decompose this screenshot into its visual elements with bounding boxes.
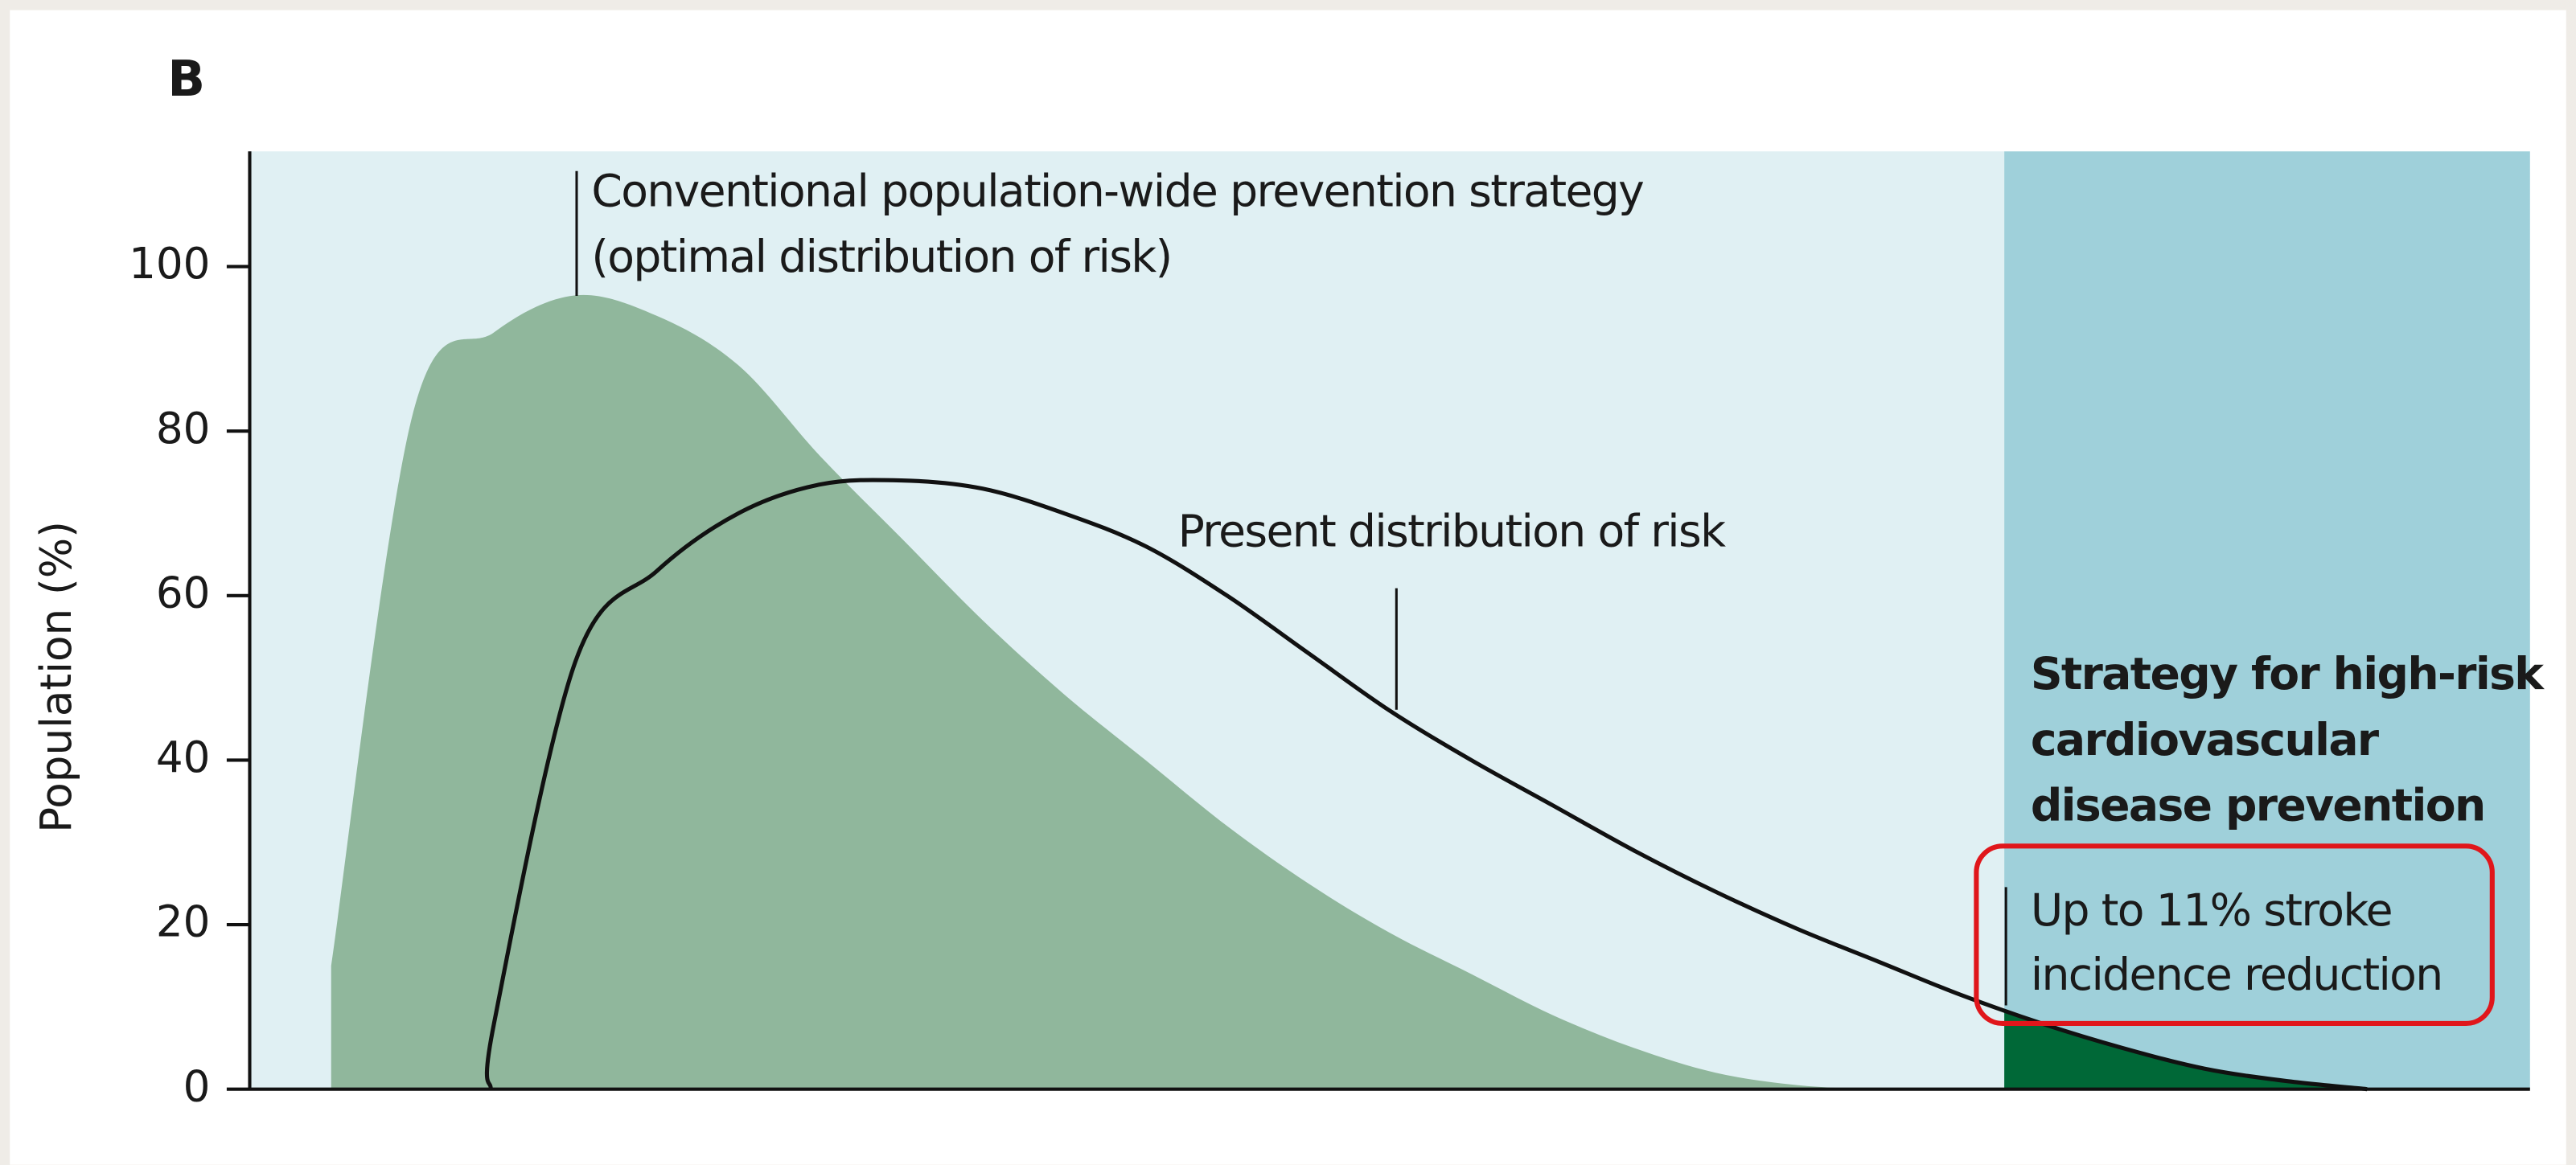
annotation: cardiovascular xyxy=(2031,715,2380,766)
y-tick-label: 0 xyxy=(183,1061,211,1111)
chart-title: B xyxy=(167,51,205,108)
y-tick-label: 100 xyxy=(129,239,210,289)
annotation: Strategy for high-risk xyxy=(2031,649,2545,700)
y-tick-label: 20 xyxy=(156,897,211,947)
annotation: Present distribution of risk xyxy=(1178,506,1726,557)
y-tick-label: 60 xyxy=(156,568,211,617)
annotation: disease prevention xyxy=(2031,781,2485,832)
highlight-box xyxy=(1974,843,2495,1027)
y-axis-label: Population (%) xyxy=(31,521,81,833)
y-tick-label: 40 xyxy=(156,732,211,782)
present-line xyxy=(484,478,2368,1092)
optimal-area xyxy=(331,294,2530,1090)
annotation: (optimal distribution of risk) xyxy=(591,232,1171,283)
high-risk-zone xyxy=(2004,151,2530,1089)
annotation: incidence reduction xyxy=(2031,950,2442,1001)
annotation: Conventional population-wide prevention … xyxy=(591,166,1643,218)
marks xyxy=(331,294,2530,1092)
high-risk-area xyxy=(2004,1011,2368,1089)
y-tick-label: 80 xyxy=(156,404,211,453)
annotation: Up to 11% stroke xyxy=(2031,885,2392,937)
